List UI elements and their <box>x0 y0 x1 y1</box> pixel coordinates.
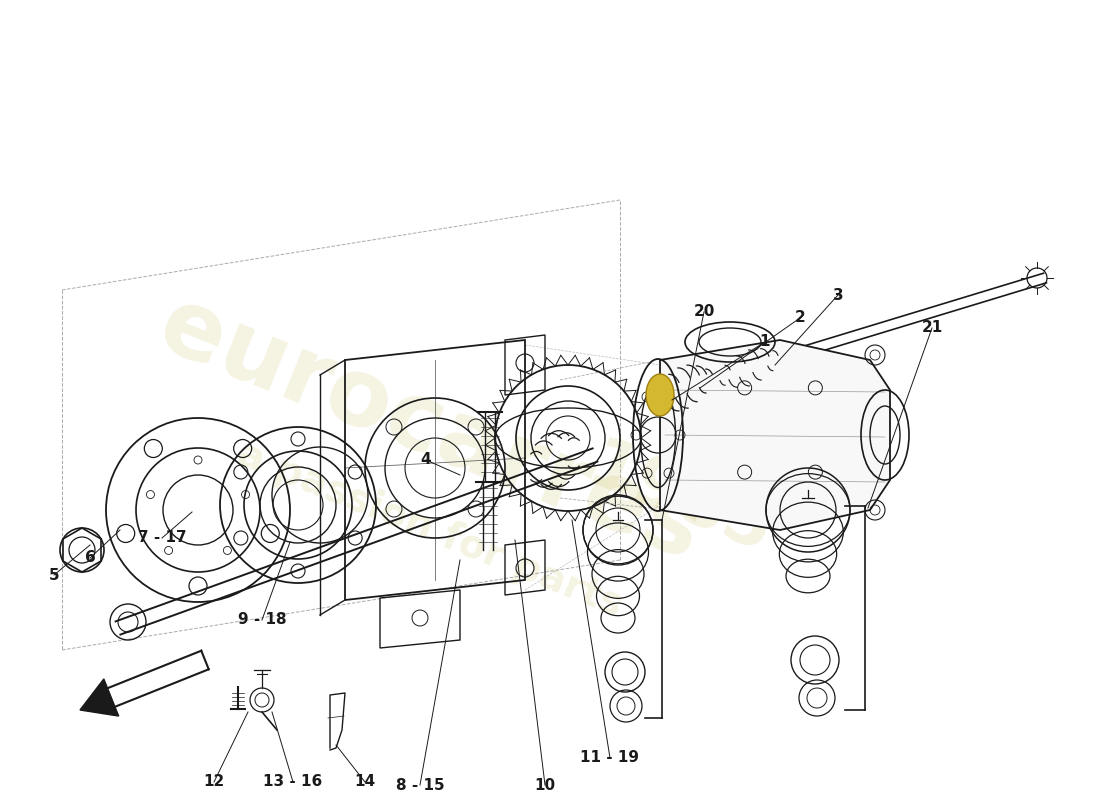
Circle shape <box>650 385 670 405</box>
Text: 11 - 19: 11 - 19 <box>581 750 639 766</box>
Text: 13 - 16: 13 - 16 <box>263 774 322 790</box>
Text: 20: 20 <box>693 305 715 319</box>
Text: 6: 6 <box>85 550 96 566</box>
Text: 21: 21 <box>922 321 943 335</box>
Text: 10: 10 <box>535 778 556 793</box>
Text: 9 - 18: 9 - 18 <box>238 613 286 627</box>
Text: 14: 14 <box>354 774 375 790</box>
Text: 5: 5 <box>48 567 59 582</box>
Text: 4: 4 <box>420 453 431 467</box>
Text: 8 - 15: 8 - 15 <box>396 778 444 793</box>
Polygon shape <box>660 340 890 530</box>
Text: 3: 3 <box>833 287 844 302</box>
Text: 12: 12 <box>204 774 224 790</box>
Ellipse shape <box>646 374 674 416</box>
Text: 1: 1 <box>760 334 770 350</box>
Polygon shape <box>80 679 119 716</box>
Text: a passion for parts: a passion for parts <box>232 435 628 625</box>
Text: 7 - 17: 7 - 17 <box>138 530 186 546</box>
Text: 1985: 1985 <box>578 433 782 567</box>
Text: 2: 2 <box>794 310 805 326</box>
Text: eurocarres: eurocarres <box>145 279 714 581</box>
